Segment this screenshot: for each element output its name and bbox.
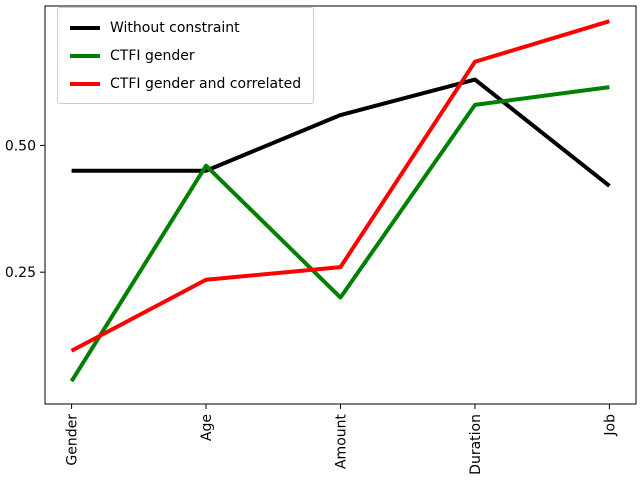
x-tick-label: Age — [199, 414, 215, 441]
legend-item: CTFI gender — [70, 46, 301, 65]
legend-label: Without constraint — [110, 19, 240, 36]
x-tick-label: Gender — [65, 414, 81, 466]
x-tick-label: Job — [602, 414, 618, 437]
legend-item: CTFI gender and correlated — [70, 74, 301, 93]
legend-swatch — [70, 81, 100, 86]
y-tick-label: 0.50 — [5, 138, 36, 154]
legend-label: CTFI gender — [110, 47, 195, 64]
y-tick-label: 0.25 — [5, 265, 36, 281]
series-line-0 — [71, 77, 611, 188]
series-line-1 — [69, 85, 610, 383]
legend-swatch — [70, 53, 100, 58]
legend: Without constraint CTFI gender CTFI gender… — [57, 7, 315, 104]
legend-item: Without constraint — [70, 18, 301, 37]
legend-swatch — [70, 25, 100, 30]
x-tick-label: Amount — [334, 413, 350, 469]
x-tick-label: Duration — [468, 414, 484, 475]
legend-label: CTFI gender and correlated — [110, 75, 302, 92]
series-line-2 — [70, 19, 610, 353]
